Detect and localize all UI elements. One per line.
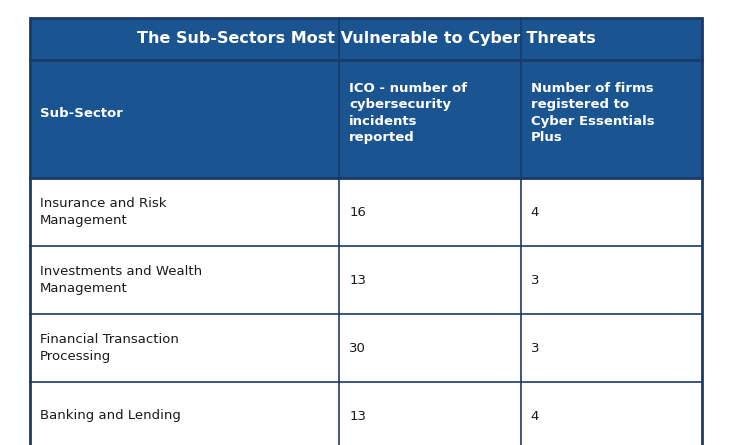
Text: Number of firms
registered to
Cyber Essentials
Plus: Number of firms registered to Cyber Esse… <box>531 82 654 144</box>
Text: 3: 3 <box>531 341 539 355</box>
Text: Sub-Sector: Sub-Sector <box>40 107 123 120</box>
Text: 13: 13 <box>349 274 366 287</box>
Text: Insurance and Risk
Management: Insurance and Risk Management <box>40 197 166 227</box>
Bar <box>30 382 702 445</box>
Bar <box>30 314 702 382</box>
Text: 13: 13 <box>349 409 366 422</box>
Bar <box>30 60 702 178</box>
Text: 16: 16 <box>349 206 366 218</box>
Text: Financial Transaction
Processing: Financial Transaction Processing <box>40 333 179 363</box>
Text: Investments and Wealth
Management: Investments and Wealth Management <box>40 265 202 295</box>
Bar <box>30 178 702 246</box>
Text: 3: 3 <box>531 274 539 287</box>
Text: ICO - number of
cybersecurity
incidents
reported: ICO - number of cybersecurity incidents … <box>349 82 467 144</box>
Text: 30: 30 <box>349 341 366 355</box>
Text: The Sub-Sectors Most Vulnerable to Cyber Threats: The Sub-Sectors Most Vulnerable to Cyber… <box>137 32 595 46</box>
Text: 4: 4 <box>531 206 539 218</box>
Text: Banking and Lending: Banking and Lending <box>40 409 181 422</box>
Bar <box>30 18 702 60</box>
Text: 4: 4 <box>531 409 539 422</box>
Bar <box>30 246 702 314</box>
